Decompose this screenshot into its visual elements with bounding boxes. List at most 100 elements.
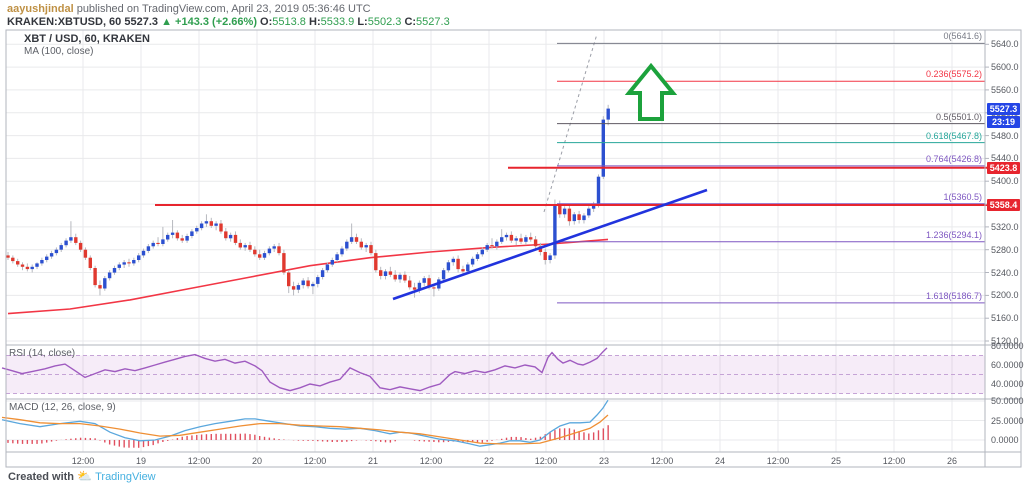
trend-line — [392, 188, 708, 301]
footer-attribution: Created with ⛅ TradingView — [8, 469, 156, 483]
time-axis-label[interactable]: 12:00 — [71, 456, 95, 466]
candle-body — [340, 248, 344, 255]
time-axis-label[interactable]: 23 — [598, 456, 610, 466]
candle-body — [151, 242, 155, 247]
candle-body — [335, 254, 339, 260]
candle-body — [548, 255, 552, 260]
candle-body — [262, 253, 267, 258]
price-tick-label: 5240.0 — [991, 268, 1019, 278]
price-tick-label: 5640.0 — [991, 39, 1019, 49]
candle-body — [214, 223, 218, 226]
candle-body — [209, 221, 213, 226]
candle-body — [98, 285, 102, 289]
candle-body — [103, 278, 107, 289]
change-value: +143.3 (+2.66%) — [175, 16, 257, 28]
macd-pane-label[interactable]: MACD (12, 26, close, 9) — [9, 402, 116, 413]
high-value: 5533.9 — [320, 16, 355, 28]
candle-body — [112, 268, 117, 273]
candle-body — [325, 264, 330, 271]
candle-body — [161, 239, 165, 244]
candle-body — [122, 262, 126, 265]
tradingview-link[interactable]: TradingView — [95, 471, 156, 483]
candle-body — [83, 249, 88, 258]
time-axis-label[interactable]: 25 — [830, 456, 842, 466]
candle-body — [277, 246, 281, 254]
last-price-badge: 5527.3 — [987, 103, 1020, 115]
publish-text: published on TradingView.com, April 23, … — [73, 3, 371, 15]
candle-body — [388, 271, 393, 275]
fib-level-label: 0(5641.6) — [943, 31, 982, 41]
candle-body — [272, 246, 276, 249]
candle-body — [456, 258, 460, 270]
candle-body — [20, 264, 25, 267]
candle-body — [195, 228, 199, 232]
candle-body — [45, 256, 49, 260]
candle-body — [180, 238, 184, 241]
projection-dashed-line — [543, 33, 598, 213]
candle-body — [572, 214, 576, 222]
candle-body — [287, 272, 291, 287]
candle-body — [253, 249, 257, 255]
time-axis-label[interactable]: 12:00 — [303, 456, 327, 466]
fib-level-label: 1.236(5294.1) — [925, 230, 982, 240]
candle-body — [320, 270, 325, 277]
candle-body — [146, 246, 151, 251]
chart-legend-symbol[interactable]: XBT / USD, 60, KRAKEN — [24, 33, 150, 45]
candle-body — [78, 242, 83, 250]
candle-body — [93, 268, 97, 286]
candle-body — [393, 274, 397, 280]
candle-body — [601, 119, 605, 177]
candle-body — [204, 221, 209, 224]
price-tick-label: 5120.0 — [991, 336, 1019, 346]
candle-body — [243, 245, 247, 248]
rsi-pane-label[interactable]: RSI (14, close) — [9, 348, 76, 359]
candle-body — [567, 208, 572, 222]
low-label: L: — [357, 16, 368, 28]
candle-body — [509, 234, 514, 241]
candle-body — [514, 238, 518, 241]
fib-level-label: 0.236(5575.2) — [925, 69, 982, 79]
candle-body — [490, 245, 494, 247]
time-axis-label[interactable]: 21 — [367, 456, 379, 466]
time-axis-label[interactable]: 12:00 — [766, 456, 790, 466]
time-axis-label[interactable]: 12:00 — [187, 456, 211, 466]
candle-body — [64, 240, 68, 246]
change-arrow-icon: ▲ — [161, 16, 172, 28]
open-value: 5513.8 — [272, 16, 306, 28]
candle-body — [349, 237, 354, 242]
candle-body — [364, 245, 368, 248]
candle-body — [267, 248, 272, 254]
high-label: H: — [309, 16, 321, 28]
time-axis-label[interactable]: 12:00 — [882, 456, 906, 466]
candle-body — [40, 260, 44, 264]
candle-body — [30, 266, 34, 270]
price-tick-label: 5160.0 — [991, 313, 1019, 323]
candle-body — [543, 252, 547, 260]
candle-body — [224, 231, 228, 239]
fib-level-label: 0.764(5426.8) — [925, 154, 982, 164]
price-tick-label: 5320.0 — [991, 222, 1019, 232]
candle-body — [475, 254, 480, 259]
time-axis-label[interactable]: 24 — [714, 456, 726, 466]
candle-body — [417, 282, 422, 290]
fib-level-label: 1(5360.5) — [943, 192, 982, 202]
candle-body — [562, 208, 567, 215]
candle-body — [54, 249, 59, 254]
author-link[interactable]: aayushjindal — [7, 3, 74, 15]
time-axis-label[interactable]: 12:00 — [419, 456, 443, 466]
time-axis-label[interactable]: 22 — [483, 456, 495, 466]
candle-body — [233, 234, 238, 243]
symbol-text: KRAKEN:XBTUSD, 60 — [7, 16, 122, 28]
time-axis-label[interactable]: 20 — [251, 456, 263, 466]
chart-legend-ma[interactable]: MA (100, close) — [24, 46, 94, 57]
time-axis-label[interactable]: 26 — [946, 456, 958, 466]
close-label: C: — [404, 16, 417, 28]
candle-body — [591, 204, 596, 209]
candle-body — [558, 205, 562, 215]
time-axis-label[interactable]: 12:00 — [650, 456, 674, 466]
time-axis-label[interactable]: 12:00 — [534, 456, 558, 466]
candle-body — [412, 287, 417, 290]
time-axis-label[interactable]: 19 — [135, 456, 147, 466]
